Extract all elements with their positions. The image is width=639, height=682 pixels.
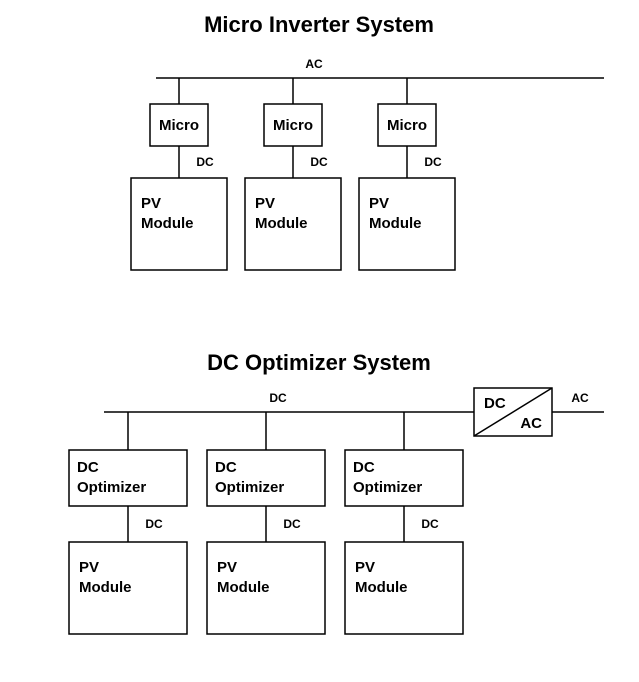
dc-link-label: DC	[424, 155, 442, 169]
svg-text:DC: DC	[484, 395, 506, 412]
svg-text:AC: AC	[520, 415, 542, 432]
dc-link-label: DC	[145, 517, 163, 531]
svg-text:Module: Module	[255, 215, 308, 232]
column: DC Optimizer DC PV Module	[207, 412, 325, 634]
column: DC Optimizer DC PV Module	[69, 412, 187, 634]
svg-text:Module: Module	[217, 579, 270, 596]
system-title: Micro Inverter System	[204, 12, 434, 37]
dc-link-label: DC	[310, 155, 328, 169]
column: Micro DC PV Module	[245, 78, 341, 270]
svg-text:DC: DC	[353, 459, 375, 476]
bus-label: AC	[305, 57, 323, 71]
svg-text:PV: PV	[255, 195, 275, 212]
svg-text:PV: PV	[369, 195, 389, 212]
dc-link-label: DC	[196, 155, 214, 169]
svg-text:PV: PV	[217, 559, 237, 576]
svg-text:Module: Module	[369, 215, 422, 232]
svg-text:Micro: Micro	[159, 117, 199, 134]
svg-text:Module: Module	[141, 215, 194, 232]
dc-link-label: DC	[283, 517, 301, 531]
svg-text:Optimizer: Optimizer	[215, 479, 284, 496]
dc-ac-converter: DC AC	[474, 388, 552, 436]
column: Micro DC PV Module	[359, 78, 455, 270]
svg-text:DC: DC	[215, 459, 237, 476]
svg-text:Module: Module	[79, 579, 132, 596]
system-title: DC Optimizer System	[207, 350, 431, 375]
svg-text:Module: Module	[355, 579, 408, 596]
bus-label: DC	[269, 391, 287, 405]
column: Micro DC PV Module	[131, 78, 227, 270]
svg-text:DC: DC	[77, 459, 99, 476]
svg-text:Optimizer: Optimizer	[77, 479, 146, 496]
svg-text:PV: PV	[141, 195, 161, 212]
dc-link-label: DC	[421, 517, 439, 531]
svg-text:Micro: Micro	[387, 117, 427, 134]
column: DC Optimizer DC PV Module	[345, 412, 463, 634]
svg-text:PV: PV	[79, 559, 99, 576]
svg-text:Optimizer: Optimizer	[353, 479, 422, 496]
svg-text:Micro: Micro	[273, 117, 313, 134]
output-label: AC	[571, 391, 589, 405]
dc-optimizer-system: DC Optimizer SystemDCDCACACDCOptimizerDC…	[69, 350, 604, 634]
micro-inverter-system: Micro Inverter SystemACMicroDCPVModuleMi…	[131, 12, 604, 270]
svg-text:PV: PV	[355, 559, 375, 576]
